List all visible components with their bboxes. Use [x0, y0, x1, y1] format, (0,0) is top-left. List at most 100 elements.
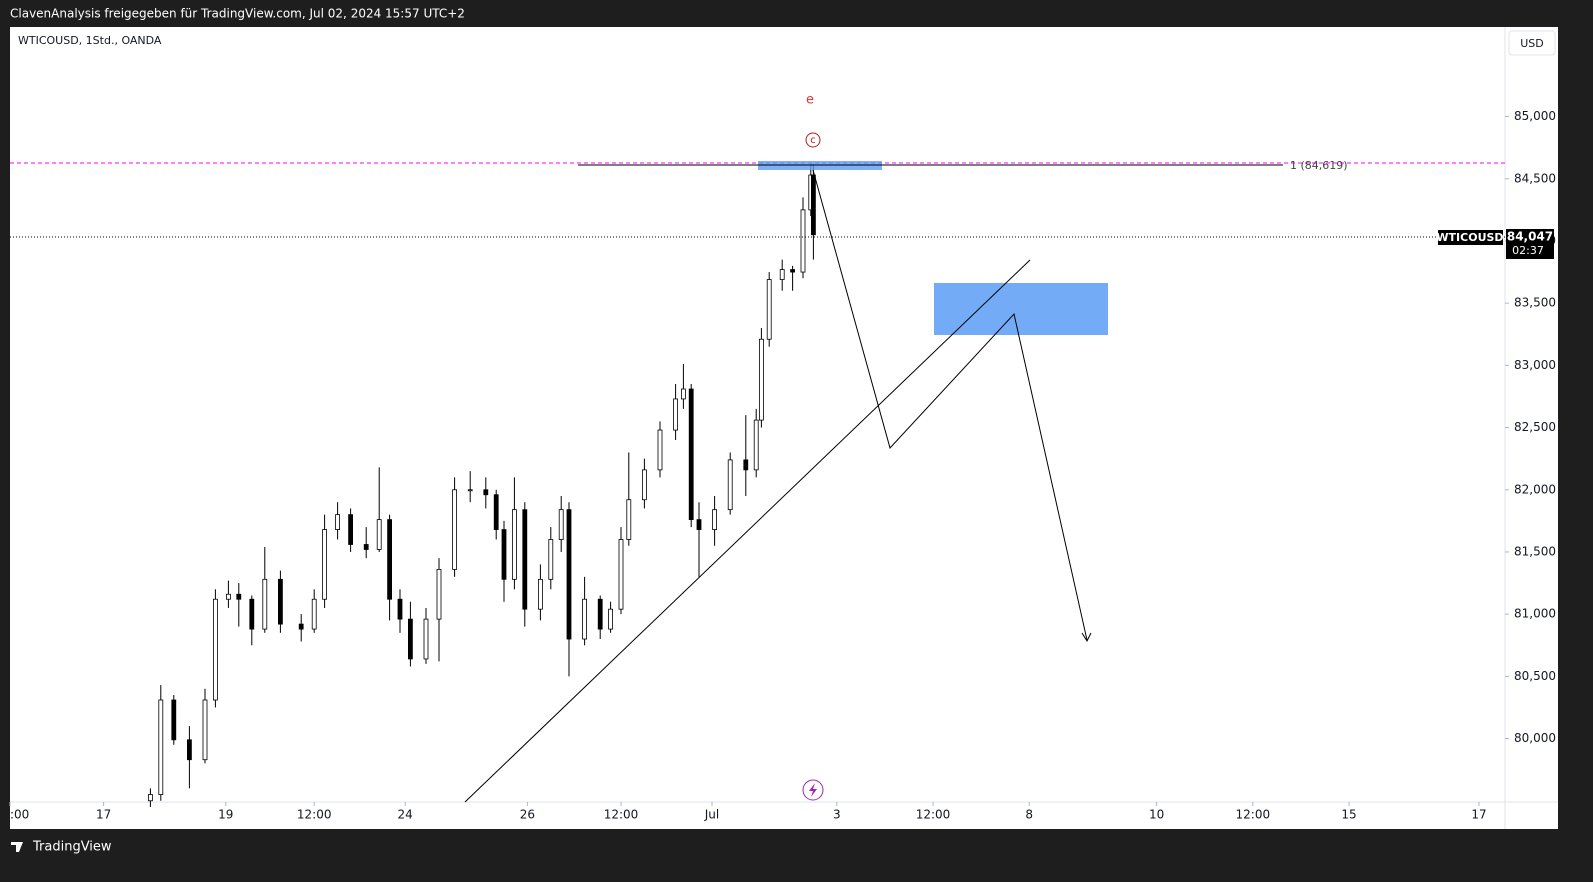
- candle-body: [727, 459, 733, 511]
- last-price-tag: [1506, 229, 1554, 259]
- candle-body: [147, 794, 153, 802]
- share-header: ClavenAnalysis freigegeben für TradingVi…: [10, 7, 465, 21]
- candle-body: [311, 598, 317, 630]
- candle-body: [522, 509, 528, 610]
- y-tick-label: 83,000: [1514, 358, 1556, 372]
- candle-body: [322, 529, 328, 600]
- candle-body: [608, 608, 613, 630]
- x-tick-label: 3: [833, 808, 841, 822]
- candle-body: [501, 529, 507, 580]
- candle-body: [618, 539, 624, 610]
- candle-body: [779, 269, 785, 280]
- candle-body: [335, 514, 341, 530]
- candle-body: [423, 618, 429, 660]
- x-tick-label: :00: [10, 808, 29, 822]
- candle-body: [743, 459, 749, 471]
- candle-body: [407, 618, 413, 660]
- y-tick-label: 81,000: [1514, 607, 1556, 621]
- y-tick-label: 81,500: [1514, 544, 1556, 558]
- y-tick-label: 82,000: [1514, 482, 1556, 496]
- candle-body: [657, 429, 663, 471]
- candle-body: [348, 514, 354, 545]
- y-tick-label: 84,500: [1514, 171, 1556, 185]
- candle-body: [171, 699, 177, 741]
- chart-area: [10, 27, 1558, 829]
- candle-body: [626, 499, 632, 540]
- symbol-label: WTICOUSD, 1Std., OANDA: [18, 34, 162, 47]
- last-price: 84,047: [1507, 230, 1553, 244]
- candle-body: [363, 544, 369, 550]
- candle-body: [642, 469, 647, 501]
- candle-body: [186, 739, 192, 761]
- x-tick-label: 12:00: [1236, 808, 1271, 822]
- candle-body: [582, 598, 587, 640]
- candle-body: [673, 398, 678, 431]
- candle-body: [753, 419, 759, 471]
- fib-label: 1 (84,619): [1290, 159, 1348, 172]
- x-tick-label: 8: [1025, 808, 1033, 822]
- candle-body: [225, 593, 231, 600]
- candle-body: [436, 568, 442, 620]
- candle-body: [493, 494, 499, 530]
- candle-body: [597, 598, 603, 630]
- candle-body: [790, 269, 795, 273]
- brand-logo: [11, 842, 23, 852]
- candle-body: [766, 279, 772, 340]
- y-tick-label: 80,000: [1514, 731, 1556, 745]
- projection-arrow: [1081, 632, 1092, 643]
- candle-body: [298, 623, 304, 630]
- candle-body: [202, 699, 208, 761]
- candle-body: [512, 509, 517, 580]
- symbol-tag: [1438, 230, 1503, 245]
- candle-body: [262, 578, 268, 630]
- y-tick-label: 83,500: [1514, 296, 1556, 310]
- candle-body: [249, 598, 255, 630]
- projection-path: [812, 169, 1088, 641]
- x-tick-label: 12:00: [297, 808, 332, 822]
- currency-label: USD: [1520, 37, 1544, 50]
- x-tick-label: 12:00: [916, 808, 951, 822]
- plot: 80,000 80,500 81,000 81,500 82,000 82,500 83,0…: [9, 109, 1556, 822]
- x-tick-label: 10: [1149, 808, 1164, 822]
- candle-body: [558, 509, 564, 540]
- currency-button[interactable]: [1508, 30, 1556, 56]
- candle-body: [538, 578, 543, 610]
- candle-body: [158, 699, 164, 795]
- candle-body: [236, 593, 242, 600]
- target-zone: [934, 283, 1108, 335]
- wave-circle-label: c: [810, 135, 816, 146]
- wave-label: e: [806, 93, 814, 108]
- countdown: 02:37: [1512, 244, 1544, 257]
- candle-body: [212, 598, 218, 701]
- x-tick-label: 24: [398, 808, 413, 822]
- candle-body: [566, 509, 572, 640]
- x-tick-label: 17: [96, 808, 111, 822]
- candle-body: [387, 519, 393, 600]
- candle-body: [548, 539, 554, 580]
- candle-body: [376, 519, 382, 550]
- candle-body: [467, 489, 473, 492]
- candle-body: [759, 338, 764, 421]
- x-tick-label: Jul: [704, 808, 719, 822]
- candle-body: [681, 388, 686, 400]
- x-tick-label: 12:00: [604, 808, 639, 822]
- x-tick-label: 19: [218, 808, 233, 822]
- y-tick-label: 80,500: [1514, 669, 1556, 683]
- candle-body: [800, 209, 806, 273]
- candle-body: [712, 509, 717, 530]
- candle-body: [811, 174, 816, 236]
- candle-body: [397, 598, 403, 620]
- trend-line: [464, 259, 1031, 803]
- x-tick-label: 26: [520, 808, 535, 822]
- x-tick-label: 15: [1341, 808, 1356, 822]
- candle-body: [696, 519, 702, 530]
- candle-body: [688, 388, 694, 521]
- candle-body: [452, 489, 458, 570]
- brand: TradingView: [32, 840, 112, 855]
- event-bolt: [809, 783, 817, 797]
- y-tick-label: 85,000: [1514, 109, 1556, 123]
- x-tick-label: 17: [1471, 808, 1486, 822]
- candle-body: [483, 489, 489, 496]
